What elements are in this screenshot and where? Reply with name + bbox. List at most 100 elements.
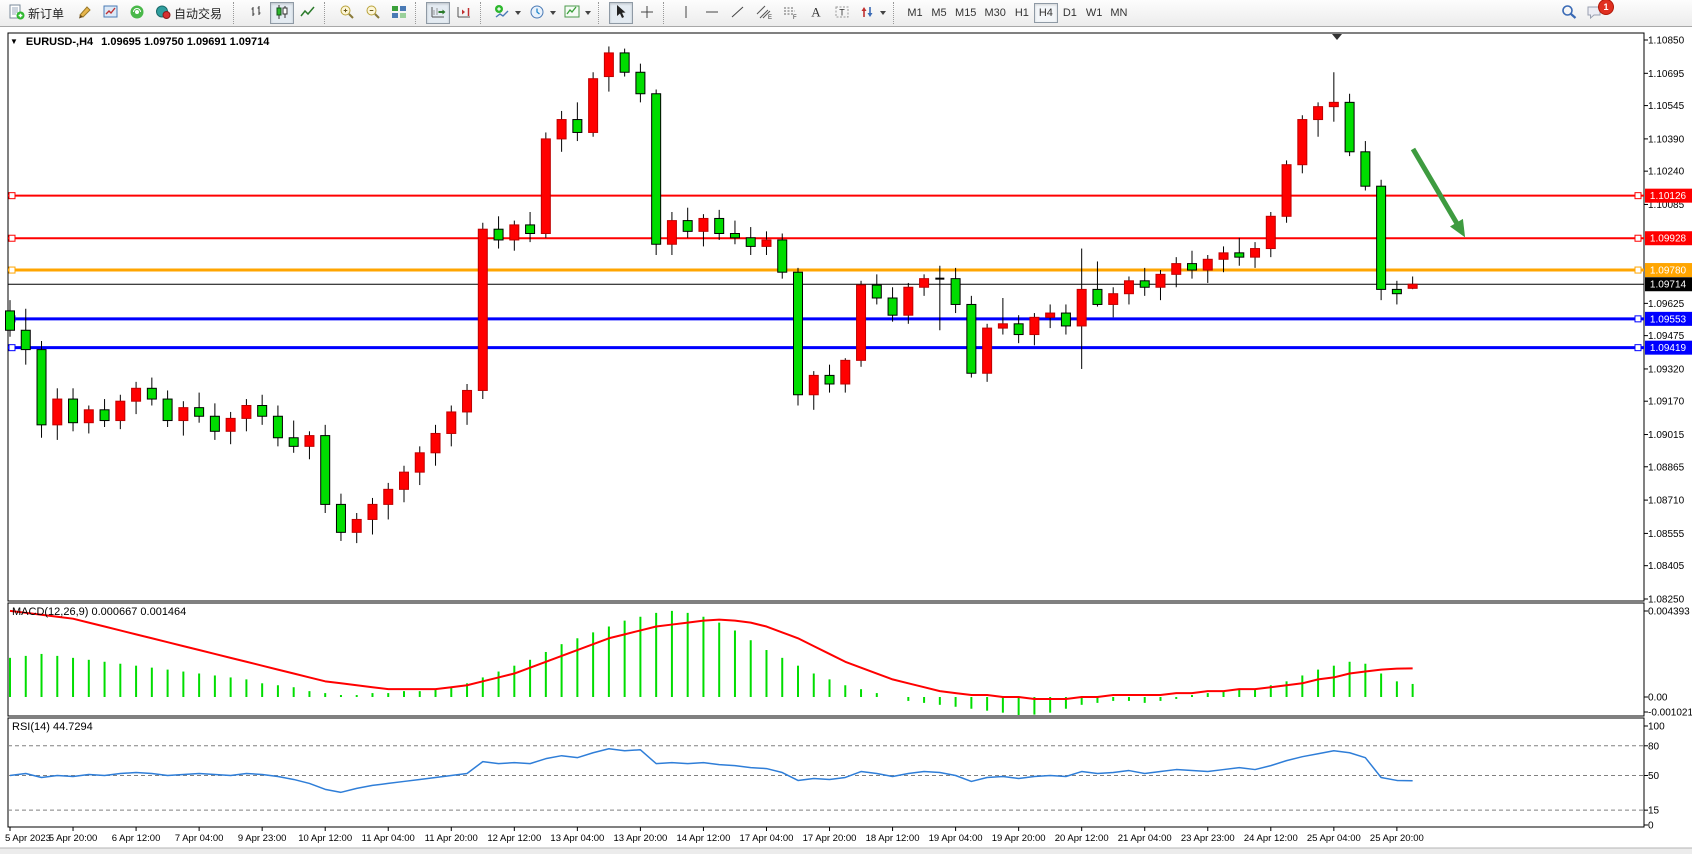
timeframe-button-W1[interactable]: W1 <box>1082 3 1107 23</box>
timeframe-button-H1[interactable]: H1 <box>1010 3 1034 23</box>
time-tick-label: 17 Apr 20:00 <box>803 833 857 844</box>
timeframe-button-D1[interactable]: D1 <box>1058 3 1082 23</box>
toolbar: 新订单 自动交易 <box>0 0 1692 27</box>
candle <box>288 437 299 447</box>
chart-window-button[interactable] <box>99 2 123 24</box>
candle <box>777 239 788 273</box>
rsi-axis-label: 15 <box>1648 806 1660 817</box>
clock-icon <box>529 4 545 23</box>
macd-signal-line <box>9 609 1413 700</box>
toolbar-separator <box>893 2 900 24</box>
fibonacci-button[interactable]: F <box>778 2 802 24</box>
candle <box>698 217 709 232</box>
candle <box>477 228 488 391</box>
arrows-button[interactable] <box>856 2 889 24</box>
timeframe-button-M5[interactable]: M5 <box>927 3 951 23</box>
price-axis[interactable]: 1.10850 1.10695 1.10545 1.10390 1.10240 1.100… <box>1644 36 1685 606</box>
search-icon <box>1560 3 1578 24</box>
periods-button[interactable] <box>526 2 559 24</box>
rsi-line <box>9 748 1413 794</box>
chart-shift-icon <box>456 4 472 23</box>
new-order-button[interactable]: 新订单 <box>5 2 71 24</box>
chart-collapse-icon[interactable]: ▼ <box>10 36 18 46</box>
crosshair-button[interactable] <box>635 2 659 24</box>
time-tick-label: 24 Apr 12:00 <box>1244 833 1298 844</box>
candle <box>1092 288 1103 305</box>
toolbar-right: 1 <box>1556 0 1614 24</box>
chart-window-icon <box>103 4 119 23</box>
autotrading-button[interactable]: 自动交易 <box>151 2 229 24</box>
line-handle <box>1634 315 1642 323</box>
candle <box>20 329 31 351</box>
annotation-arrow[interactable] <box>1410 147 1466 238</box>
line-chart-button[interactable] <box>296 2 320 24</box>
price-tick-label: 1.08710 <box>1648 496 1685 507</box>
candle <box>824 374 835 385</box>
candle <box>462 389 473 413</box>
level-price-badge <box>1645 311 1692 326</box>
new-order-icon <box>9 4 25 23</box>
bar-chart-button[interactable] <box>244 2 268 24</box>
timeframe-button-H4[interactable]: H4 <box>1033 3 1058 23</box>
candle <box>178 407 189 422</box>
timeframe-button-M30[interactable]: M30 <box>980 3 1009 23</box>
time-tick-label: 25 Apr 04:00 <box>1307 833 1361 844</box>
timeframe-button-M1[interactable]: M1 <box>903 3 927 23</box>
candle <box>320 435 331 505</box>
text-label-button[interactable]: T <box>830 2 854 24</box>
candle <box>572 119 583 133</box>
price-tick-label: 1.10240 <box>1648 167 1685 178</box>
tile-windows-button[interactable] <box>387 2 411 24</box>
candlestick-chart-button[interactable] <box>270 2 295 24</box>
badge-value: 1.09780 <box>1650 266 1687 277</box>
styler-button[interactable] <box>73 2 97 24</box>
zoom-out-button[interactable] <box>361 2 385 24</box>
candle <box>871 284 882 299</box>
signal-button[interactable] <box>125 2 149 24</box>
horizontal-line-button[interactable] <box>700 2 724 24</box>
toolbar-separator <box>324 2 331 24</box>
zoom-in-button[interactable] <box>335 2 359 24</box>
candle <box>729 233 740 239</box>
cursor-button[interactable] <box>609 2 634 24</box>
candle <box>1360 151 1371 187</box>
candle <box>383 488 394 505</box>
candle <box>1029 316 1040 336</box>
candle <box>399 471 409 490</box>
trendline-icon <box>730 4 746 23</box>
toolbar-separator <box>598 2 605 24</box>
candle <box>903 286 914 316</box>
chart-shift-button[interactable] <box>452 2 476 24</box>
notifications-button[interactable]: 1 <box>1583 0 1614 24</box>
templates-button[interactable] <box>561 2 594 24</box>
macd-axis-label: -0.001021 <box>1648 708 1692 719</box>
candle <box>351 518 362 533</box>
time-tick-label: 25 Apr 20:00 <box>1370 833 1424 844</box>
vertical-line-button[interactable] <box>674 2 698 24</box>
candle <box>1313 106 1324 121</box>
rsi-axis-label: 50 <box>1648 771 1660 782</box>
text-button[interactable]: A <box>804 2 828 24</box>
price-tick-label: 1.09475 <box>1648 331 1685 342</box>
time-tick-label: 6 Apr 12:00 <box>112 833 161 844</box>
timeframe-button-MN[interactable]: MN <box>1106 3 1131 23</box>
search-button[interactable] <box>1557 2 1581 24</box>
text-label-icon: T <box>834 4 850 23</box>
time-tick-label: 17 Apr 04:00 <box>740 833 794 844</box>
timeframe-button-M15[interactable]: M15 <box>951 3 980 23</box>
trendline-button[interactable] <box>726 2 750 24</box>
candle <box>950 278 961 305</box>
zoom-out-icon <box>365 4 381 23</box>
channel-button[interactable]: E <box>752 2 776 24</box>
macd-axis-label: 0.00 <box>1648 693 1668 704</box>
price-tick-label: 1.08250 <box>1648 595 1685 606</box>
add-indicator-button[interactable] <box>491 2 524 24</box>
badge-value: 1.09553 <box>1650 314 1687 325</box>
price-tick-label: 1.08555 <box>1648 529 1685 540</box>
candle <box>1155 273 1166 288</box>
auto-scroll-button[interactable] <box>426 2 451 24</box>
rsi-label: RSI(14) 44.7294 <box>12 721 93 733</box>
current-price-badge <box>1645 277 1692 292</box>
